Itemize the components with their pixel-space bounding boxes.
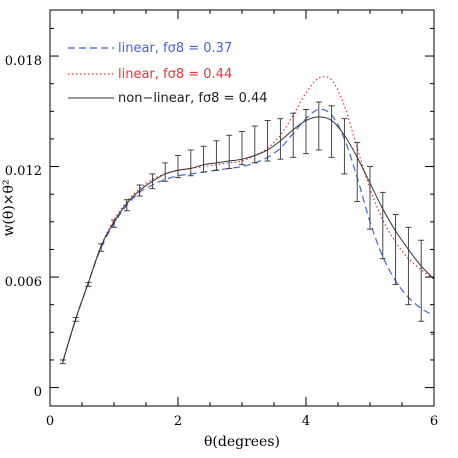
error-bar (328, 105, 335, 158)
error-bar (418, 239, 425, 322)
x-tick-label: 6 (430, 414, 438, 429)
errorbar-layer (59, 101, 434, 365)
x-tick-label: 0 (46, 414, 54, 429)
error-bar (123, 199, 130, 212)
legend-label-nonlinear-044: non−linear, fσ8 = 0.44 (118, 91, 268, 106)
error-bar (136, 184, 143, 197)
error-bar (98, 243, 105, 252)
error-bar (315, 101, 322, 151)
y-tick-label: 0.012 (5, 164, 42, 179)
y-tick-label: 0 (34, 385, 42, 400)
error-bar (405, 226, 412, 306)
error-bar (187, 149, 194, 177)
series-line-2 (62, 75, 434, 362)
series-line-1 (62, 108, 434, 362)
x-axis-title: θ(degrees) (204, 434, 280, 450)
error-bar (379, 191, 386, 260)
y-axis-title: w(θ)×θ² (1, 179, 17, 236)
error-bar (367, 166, 373, 230)
error-bar (226, 134, 233, 169)
error-bar (85, 282, 92, 287)
y-tick-label: 0.006 (5, 275, 42, 290)
error-bar (59, 359, 66, 365)
y-tick-labels: 0 0.006 0.012 0.018 (5, 54, 42, 400)
error-bar (72, 317, 79, 322)
error-bar (111, 219, 117, 228)
error-bar (341, 118, 348, 175)
error-bar (392, 213, 399, 285)
series-line-3 (62, 116, 434, 362)
error-bar (162, 162, 169, 182)
plot-frame (49, 9, 435, 407)
error-bar (213, 140, 220, 171)
error-bar (200, 145, 207, 173)
error-bar (251, 125, 258, 164)
legend-label-linear-037: linear, fσ8 = 0.37 (118, 41, 232, 56)
series-layer (62, 75, 434, 362)
error-bar (290, 112, 297, 158)
error-bar (303, 109, 309, 155)
error-bar (354, 142, 361, 203)
error-bar (264, 120, 271, 162)
legend-label-linear-044: linear, fσ8 = 0.44 (118, 67, 232, 82)
x-tick-label: 2 (174, 414, 182, 429)
error-bar (277, 118, 284, 160)
tick-layer (49, 10, 435, 406)
legend: linear, fσ8 = 0.37 linear, fσ8 = 0.44 no… (68, 41, 268, 106)
error-bar (149, 173, 156, 190)
error-bar (239, 131, 245, 166)
y-tick-label: 0.018 (5, 54, 42, 69)
x-tick-label: 4 (302, 414, 310, 429)
x-tick-labels: 0 2 4 6 (46, 414, 438, 429)
error-bar (175, 155, 181, 179)
